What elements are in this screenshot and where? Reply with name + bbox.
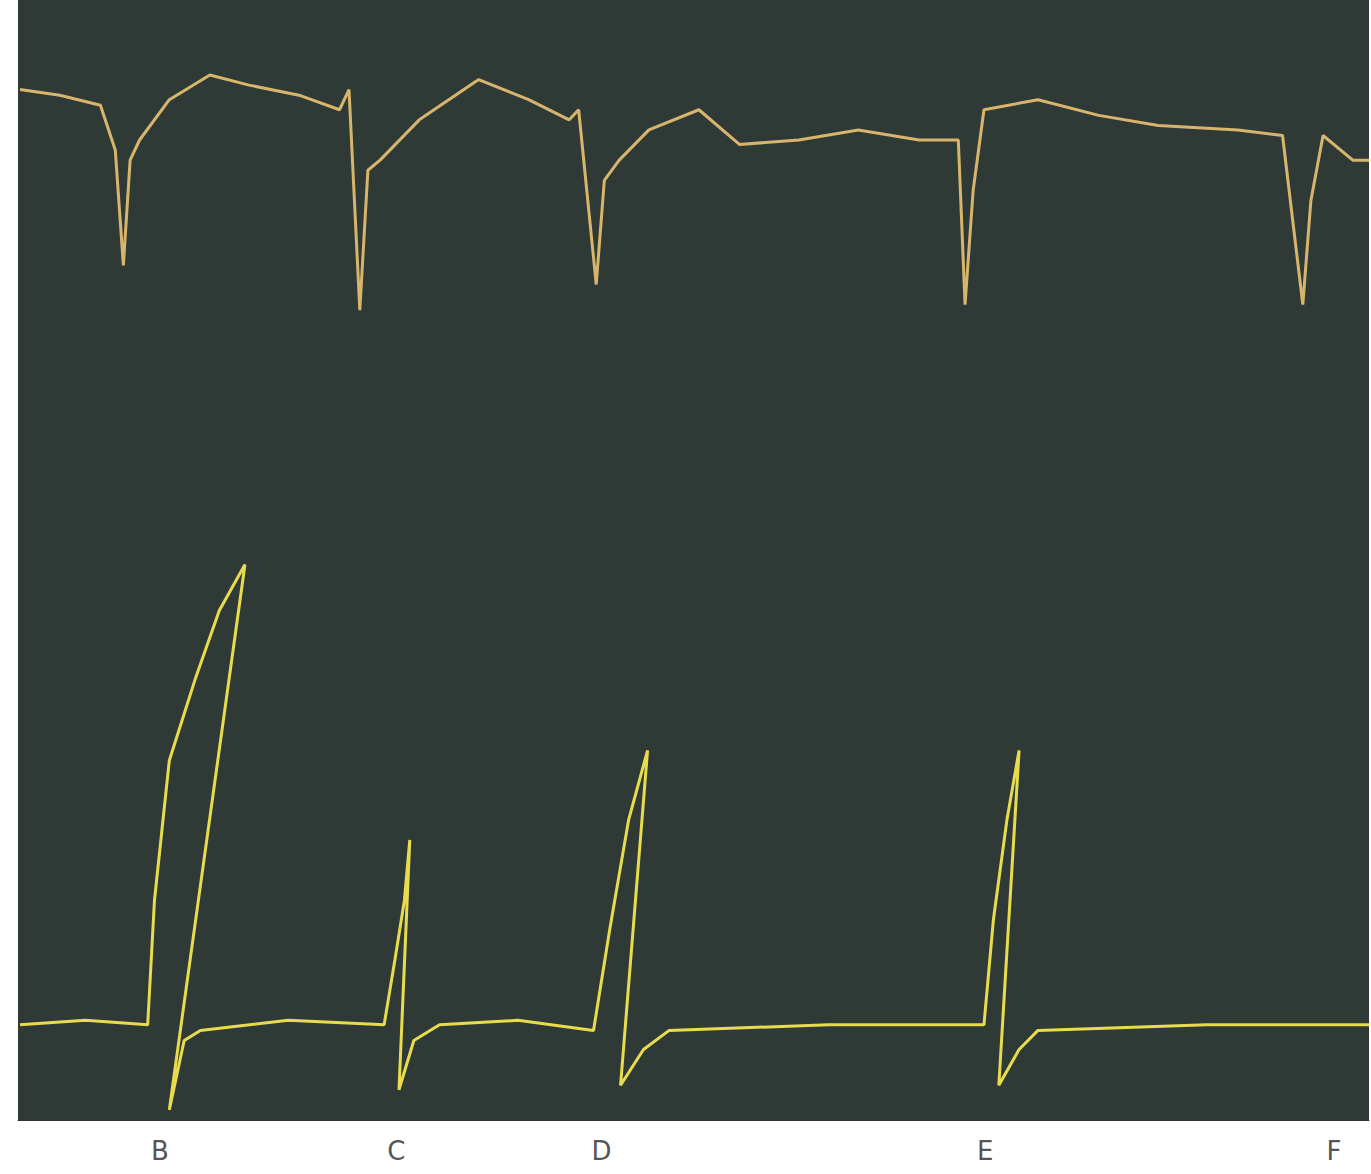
svg-text:F: F xyxy=(1326,1136,1341,1166)
svg-text:C: C xyxy=(387,1136,405,1166)
svg-text:B: B xyxy=(151,1136,169,1166)
svg-text:D: D xyxy=(592,1136,612,1166)
svg-text:E: E xyxy=(977,1136,993,1166)
